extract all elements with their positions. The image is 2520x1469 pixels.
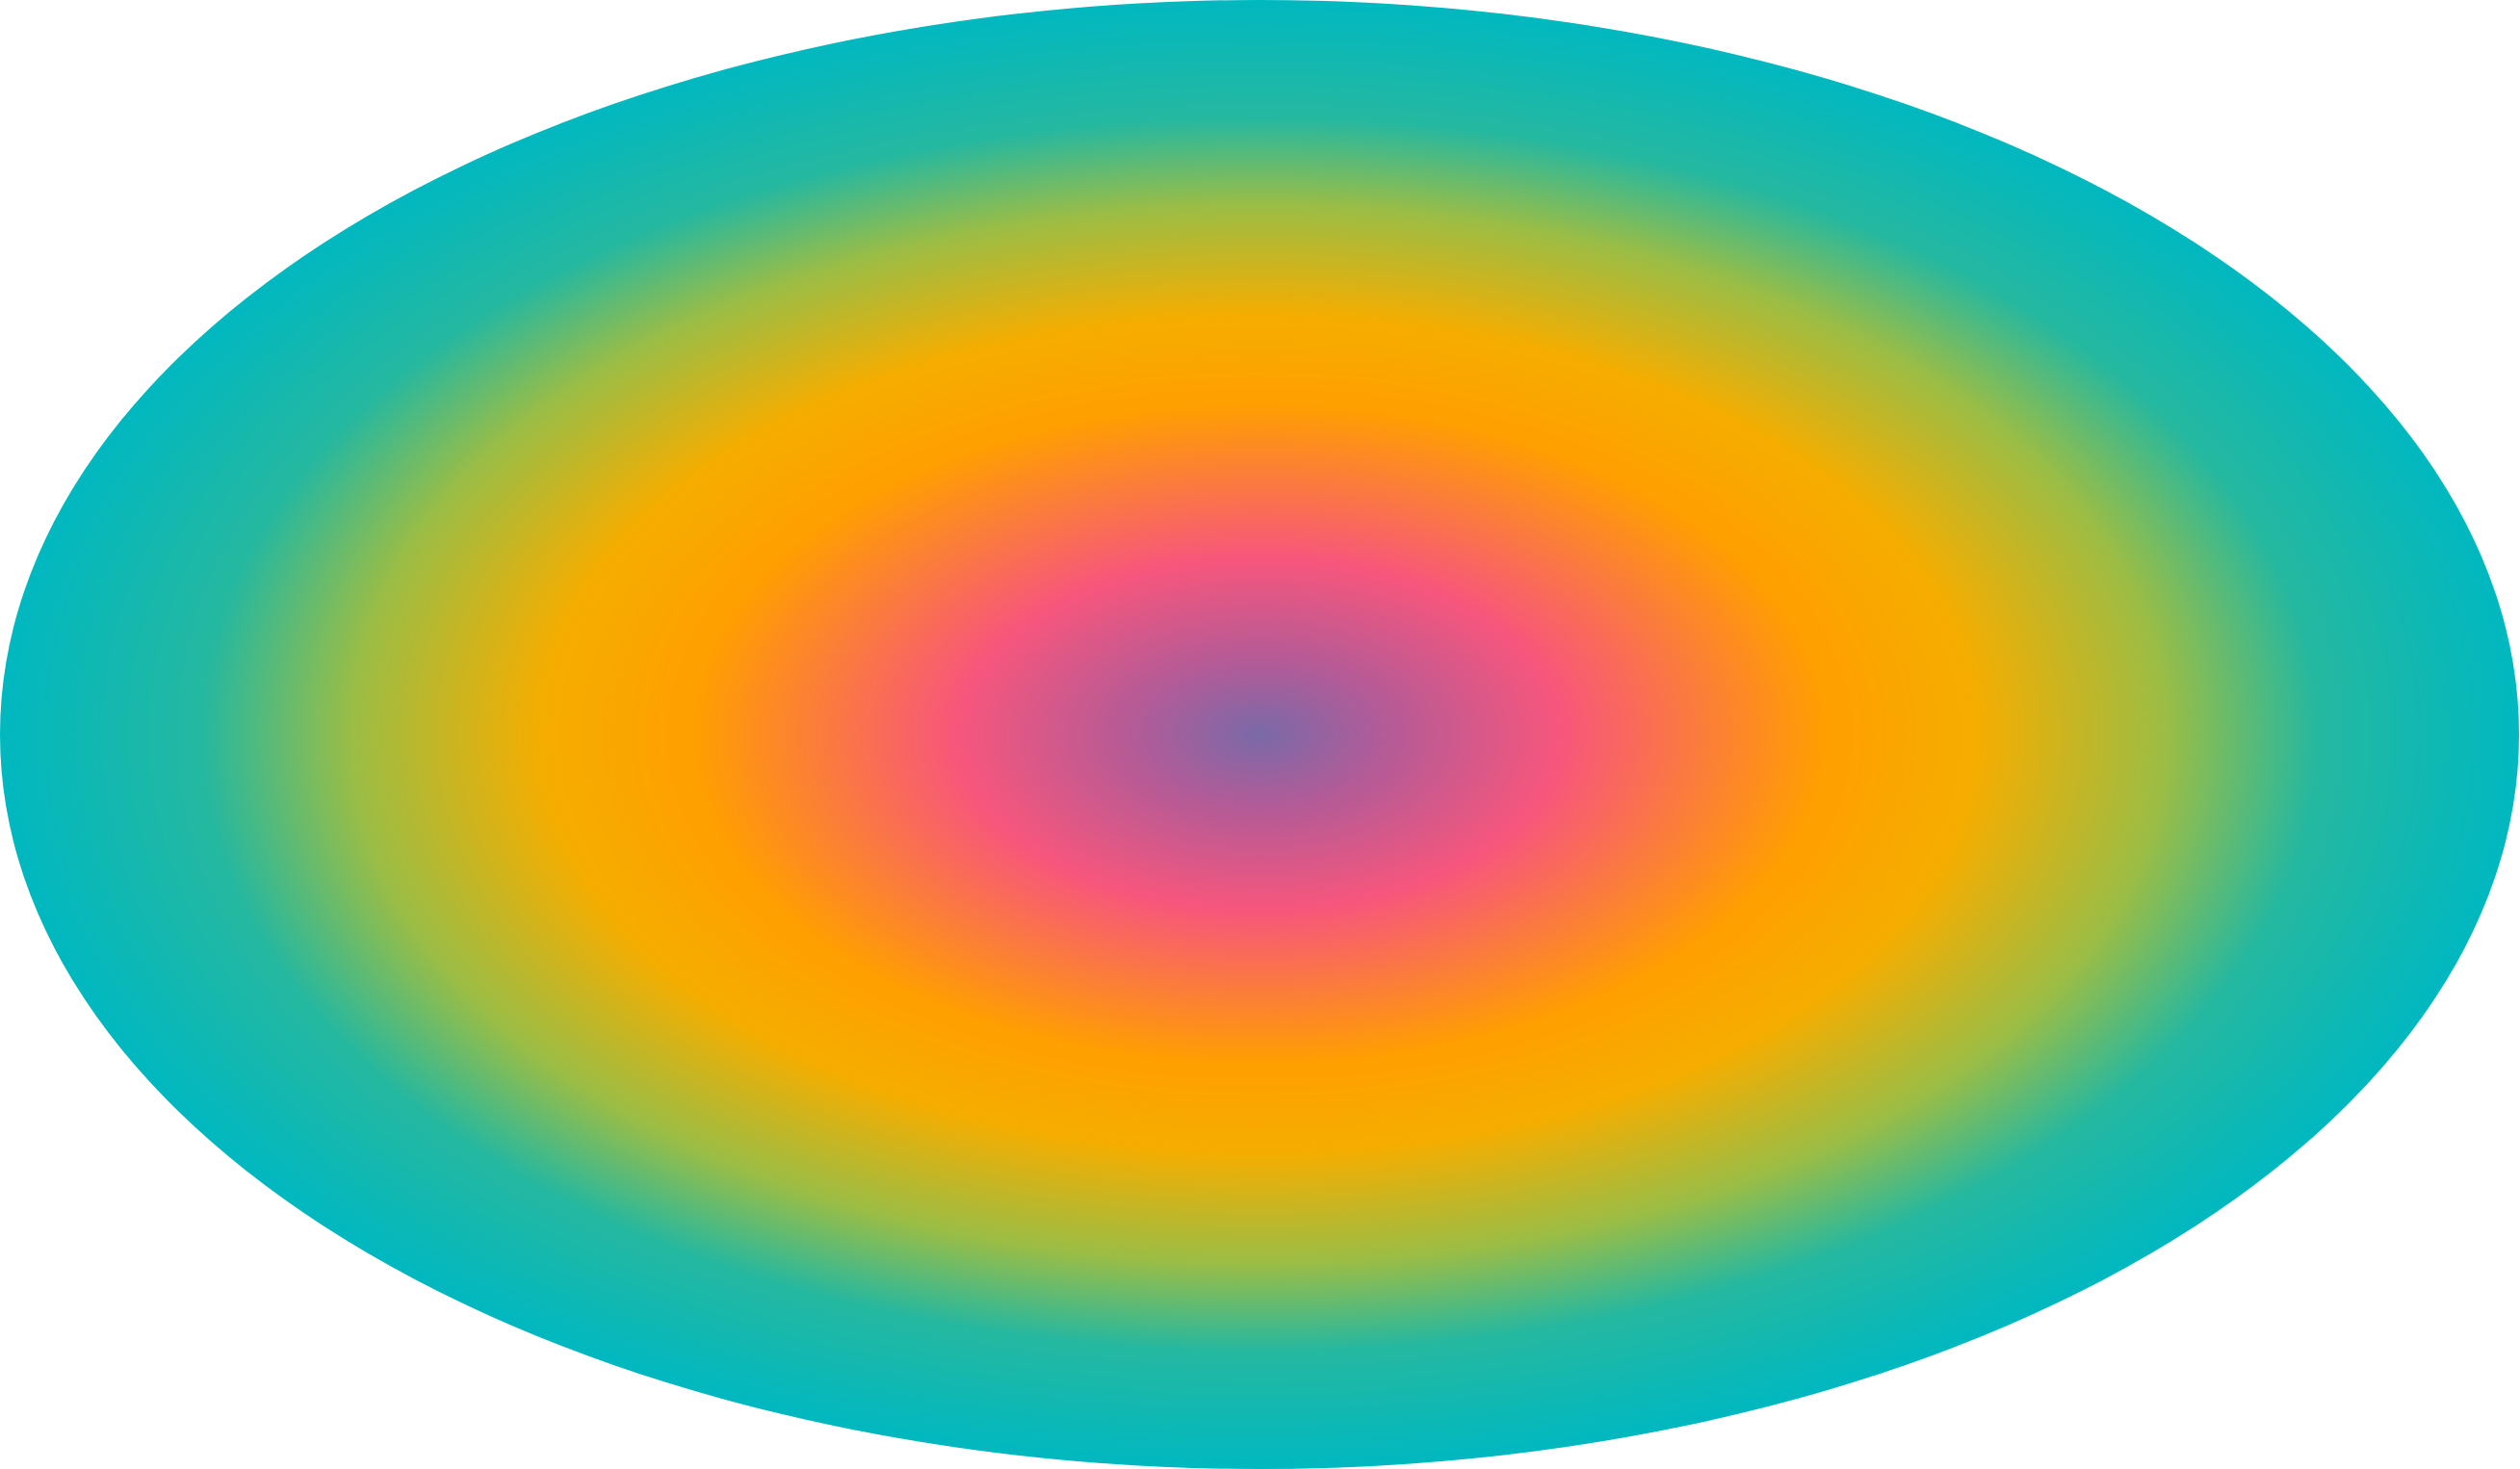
canvas [0, 0, 2519, 1469]
radial-gradient-ellipse-icon [0, 0, 2519, 1469]
radial-gradient-ellipse [0, 0, 2519, 1469]
